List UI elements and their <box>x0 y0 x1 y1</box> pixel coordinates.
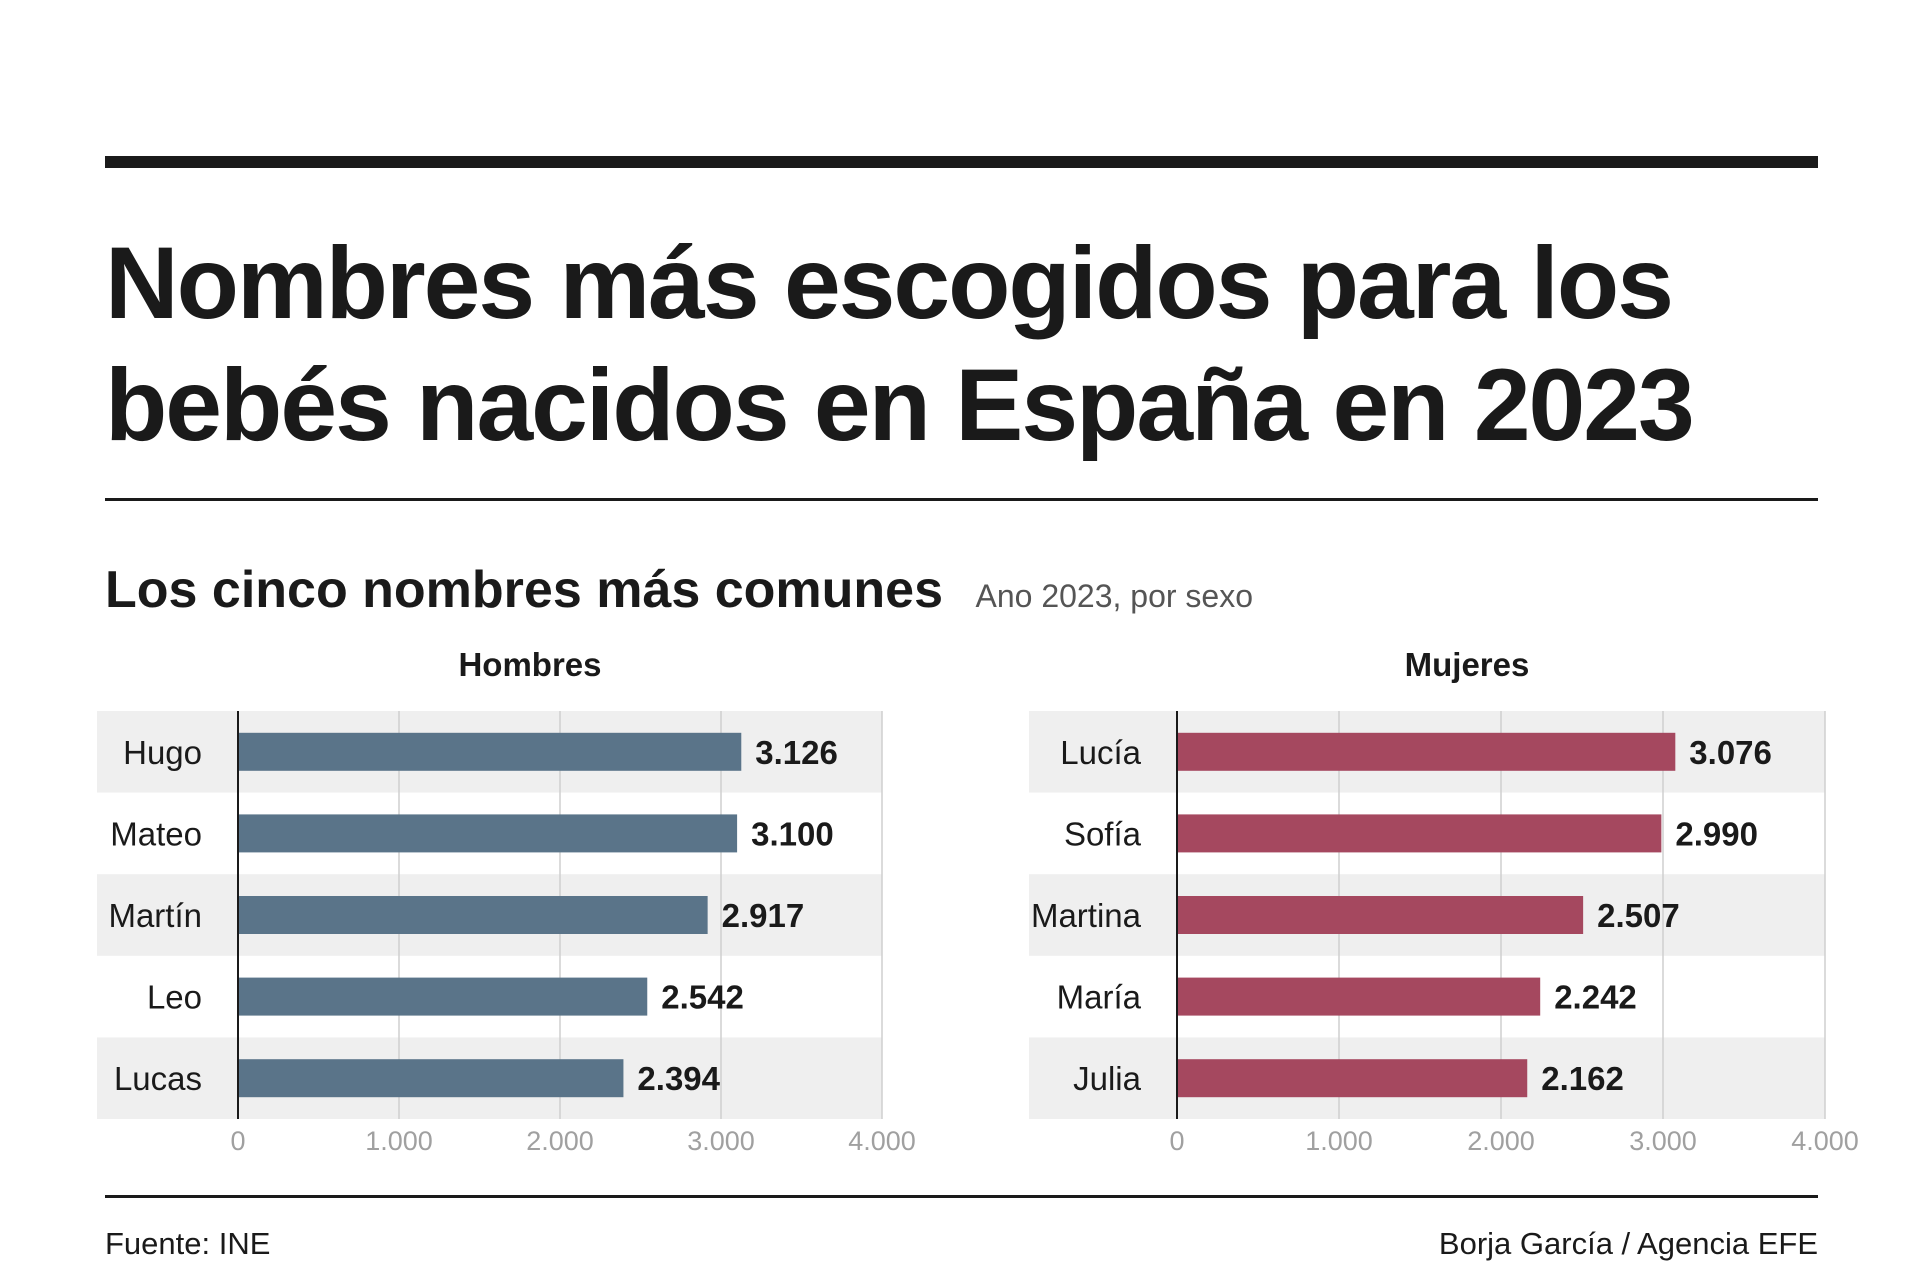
mujeres-bar <box>1177 814 1662 853</box>
page-title: Nombres más escogidos para los bebés nac… <box>105 222 1825 466</box>
hombres-category-label: Lucas <box>114 1060 202 1097</box>
mujeres-category-label: Sofía <box>1064 815 1142 852</box>
title-line-2: bebés nacidos en España en 2023 <box>105 348 1695 462</box>
hombres-category-label: Martín <box>108 897 202 934</box>
hombres-value-label: 3.126 <box>755 734 838 771</box>
mujeres-value-label: 2.507 <box>1597 897 1680 934</box>
mujeres-tick-label: 0 <box>1169 1126 1184 1156</box>
mujeres-tick-label: 2.000 <box>1467 1126 1535 1156</box>
mujeres-bar <box>1177 896 1584 934</box>
hombres-bar <box>238 732 742 771</box>
hombres-value-label: 2.917 <box>722 897 805 934</box>
credit-note: Borja García / Agencia EFE <box>1438 1226 1818 1261</box>
mujeres-value-label: 2.162 <box>1541 1060 1624 1097</box>
mujeres-tick-label: 1.000 <box>1305 1126 1373 1156</box>
mujeres-value-label: 3.076 <box>1689 734 1772 771</box>
hombres-tick-label: 3.000 <box>687 1126 755 1156</box>
hombres-tick-label: 1.000 <box>365 1126 433 1156</box>
hombres-bar <box>238 1059 624 1098</box>
chart-subtitle-note: Ano 2023, por sexo <box>975 578 1254 614</box>
mujeres-tick-label: 4.000 <box>1791 1126 1859 1156</box>
top-rule <box>105 156 1818 168</box>
mujeres-bar <box>1177 1059 1528 1098</box>
hombres-category-label: Mateo <box>110 815 202 852</box>
hombres-bar <box>238 896 708 934</box>
mujeres-category-label: María <box>1057 979 1142 1016</box>
source-note: Fuente: INE <box>105 1226 271 1261</box>
subtitle-row: Los cinco nombres más comunes Ano 2023, … <box>105 560 1253 620</box>
mujeres-category-label: Martina <box>1031 897 1142 934</box>
hombres-category-label: Hugo <box>123 734 202 771</box>
hombres-category-label: Leo <box>147 979 202 1016</box>
hombres-tick-label: 0 <box>230 1126 245 1156</box>
mujeres-chart-title: Mujeres <box>1405 646 1530 683</box>
mujeres-category-label: Lucía <box>1060 734 1141 771</box>
mujeres-category-label: Julia <box>1073 1060 1142 1097</box>
mujeres-value-label: 2.990 <box>1675 815 1758 852</box>
mujeres-bar <box>1177 732 1676 771</box>
hombres-tick-label: 2.000 <box>526 1126 594 1156</box>
hombres-tick-label: 4.000 <box>848 1126 916 1156</box>
bottom-rule <box>105 1195 1818 1198</box>
hombres-value-label: 2.542 <box>661 979 744 1016</box>
title-line-1: Nombres más escogidos para los <box>105 226 1674 340</box>
title-divider <box>105 498 1818 501</box>
hombres-value-label: 3.100 <box>751 815 834 852</box>
hombres-bar <box>238 814 738 853</box>
mujeres-value-label: 2.242 <box>1554 979 1637 1016</box>
hombres-bar <box>238 977 648 1016</box>
mujeres-bar <box>1177 977 1541 1016</box>
mujeres-tick-label: 3.000 <box>1629 1126 1697 1156</box>
hombres-chart-title: Hombres <box>458 646 601 683</box>
chart-subtitle: Los cinco nombres más comunes <box>105 561 944 619</box>
hombres-value-label: 2.394 <box>637 1060 720 1097</box>
